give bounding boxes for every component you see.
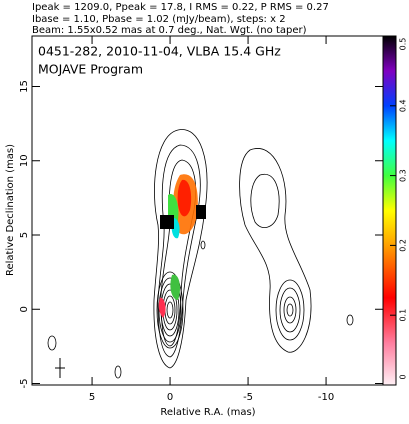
header-line: Ipeak = 1209.0, Ppeak = 17.8, I RMS = 0.… bbox=[32, 2, 329, 13]
colorbar-tick-label: 0.2 bbox=[399, 239, 408, 252]
y-axis-label: Relative Declination (mas) bbox=[5, 144, 16, 276]
y-tick-label: 0 bbox=[19, 306, 30, 312]
x-axis-label: Relative R.A. (mas) bbox=[160, 407, 255, 418]
colorbar bbox=[382, 35, 397, 386]
y-tick-label: -5 bbox=[19, 379, 30, 389]
polarization-color bbox=[158, 174, 206, 318]
colorbar-tick-label: 0 bbox=[399, 374, 408, 379]
plot-frame bbox=[31, 35, 384, 386]
colorbar-tick-label: 0.5 bbox=[399, 38, 408, 51]
colorbar-tick-label: 0.4 bbox=[399, 99, 408, 112]
annotation: MOJAVE Program bbox=[38, 62, 143, 77]
polarized-intensity-contours bbox=[239, 148, 354, 353]
x-tick-label: 0 bbox=[167, 392, 173, 403]
x-tick-label: -10 bbox=[318, 392, 334, 403]
x-tick-label: -5 bbox=[243, 392, 253, 403]
y-tick-label: 5 bbox=[19, 232, 30, 238]
colorbar-tick-label: 0.1 bbox=[399, 309, 408, 322]
x-tick-label: 5 bbox=[89, 392, 95, 403]
annotation: 0451-282, 2010-11-04, VLBA 15.4 GHz bbox=[38, 44, 281, 59]
header-line: Beam: 1.55x0.52 mas at 0.7 deg., Nat. Wg… bbox=[32, 25, 307, 36]
colorbar-tick-label: 0.3 bbox=[399, 169, 408, 182]
beam bbox=[55, 358, 65, 378]
y-tick-label: 10 bbox=[19, 154, 30, 167]
header-line: Ibase = 1.10, Pbase = 1.02 (mJy/beam), s… bbox=[32, 14, 286, 25]
y-tick-label: 15 bbox=[19, 80, 30, 93]
